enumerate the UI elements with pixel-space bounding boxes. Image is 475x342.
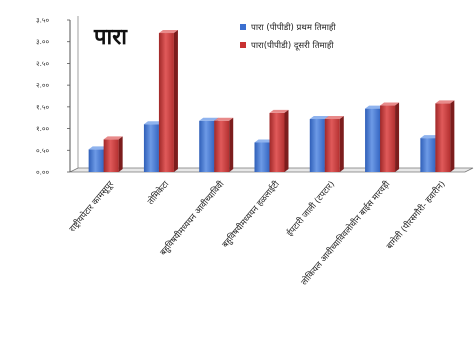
bar-top-face (158, 30, 178, 34)
y-tick-label: ०.०० (36, 169, 50, 177)
bar-top-face (420, 135, 440, 139)
category-label: बागेली (पीरसगौरी- हवारीन) (384, 179, 447, 252)
y-tick-label: ३.०० (36, 38, 50, 46)
chart-title: पारा (93, 25, 128, 50)
bar-second-quarter (380, 105, 396, 172)
bar-top-face (88, 146, 108, 150)
bar-side-face (450, 100, 455, 172)
legend-swatch (240, 42, 246, 48)
legend: पारा (पीपीडी) प्रथम तिमाही पारा(पीपीडी) द… (240, 22, 336, 51)
bar-top-face (435, 100, 455, 104)
y-tick-label: २.०० (36, 82, 50, 90)
bar-top-face (365, 105, 385, 109)
bars (88, 30, 455, 173)
y-tick-labels: ०.०० ०.५० १.०० १.५० २.०० २.५० ३.०० ३.५० (36, 17, 70, 177)
category-label: राष्ट्रीयपेटार कामसूपूर (67, 178, 116, 234)
y-tick-label: ०.५० (36, 147, 50, 155)
legend-entry: पारा (पीपीडी) प्रथम तिमाही (251, 22, 336, 33)
bar-side-face (339, 116, 344, 172)
bar-second-quarter (214, 120, 230, 172)
bar-top-face (214, 117, 234, 121)
category-label: तोमिकेटा (145, 178, 172, 207)
bar-first-quarter (88, 149, 104, 172)
bar-first-quarter (365, 108, 381, 172)
bar-second-quarter (103, 139, 119, 172)
y-tick-label: १.५० (36, 103, 50, 111)
y-tick-label: ३.५० (36, 17, 50, 25)
bar-side-face (395, 102, 400, 172)
bar-top-face (103, 136, 123, 140)
bar-first-quarter (254, 142, 270, 172)
bar-top-face (380, 102, 400, 106)
y-tick-label: १.०० (36, 125, 50, 133)
category-label: ईपटारी जाली (टपटार) (284, 179, 337, 239)
bar-second-quarter (324, 119, 340, 172)
bar-second-quarter (158, 33, 174, 173)
bar-top-face (324, 116, 344, 120)
bar-side-face (118, 136, 123, 172)
category-label: लोकियल आवीच्याविवलोधीन बाईस मारवड़ी (299, 178, 393, 287)
category-labels: राष्ट्रीयपेटार कामसूपूर तोमिकेटाबहुविषयीम… (67, 178, 448, 287)
bar-top-face (269, 109, 289, 113)
bar-second-quarter (269, 112, 285, 172)
y-tick-label: २.५० (36, 60, 50, 68)
category-label: बहुविषयीमध्ययन आवीच्याविवी (158, 178, 227, 258)
bar-second-quarter (435, 103, 451, 172)
bar-top-face (143, 121, 163, 125)
bar-first-quarter (199, 120, 215, 172)
bar-first-quarter (143, 124, 159, 172)
bar-side-face (173, 30, 178, 173)
bar-side-face (229, 117, 234, 172)
bar-top-face (309, 116, 329, 120)
legend-entry: पारा(पीपीडी) दूसरी तिमाही (251, 40, 334, 51)
bar-first-quarter (420, 138, 436, 172)
bar-top-face (254, 139, 274, 143)
bar-side-face (284, 109, 289, 172)
category-label: बहुविषयीमध्ययन हळलाईटी (220, 178, 283, 250)
bar-top-face (199, 117, 219, 121)
legend-swatch (240, 24, 246, 30)
bar-first-quarter (309, 119, 325, 172)
